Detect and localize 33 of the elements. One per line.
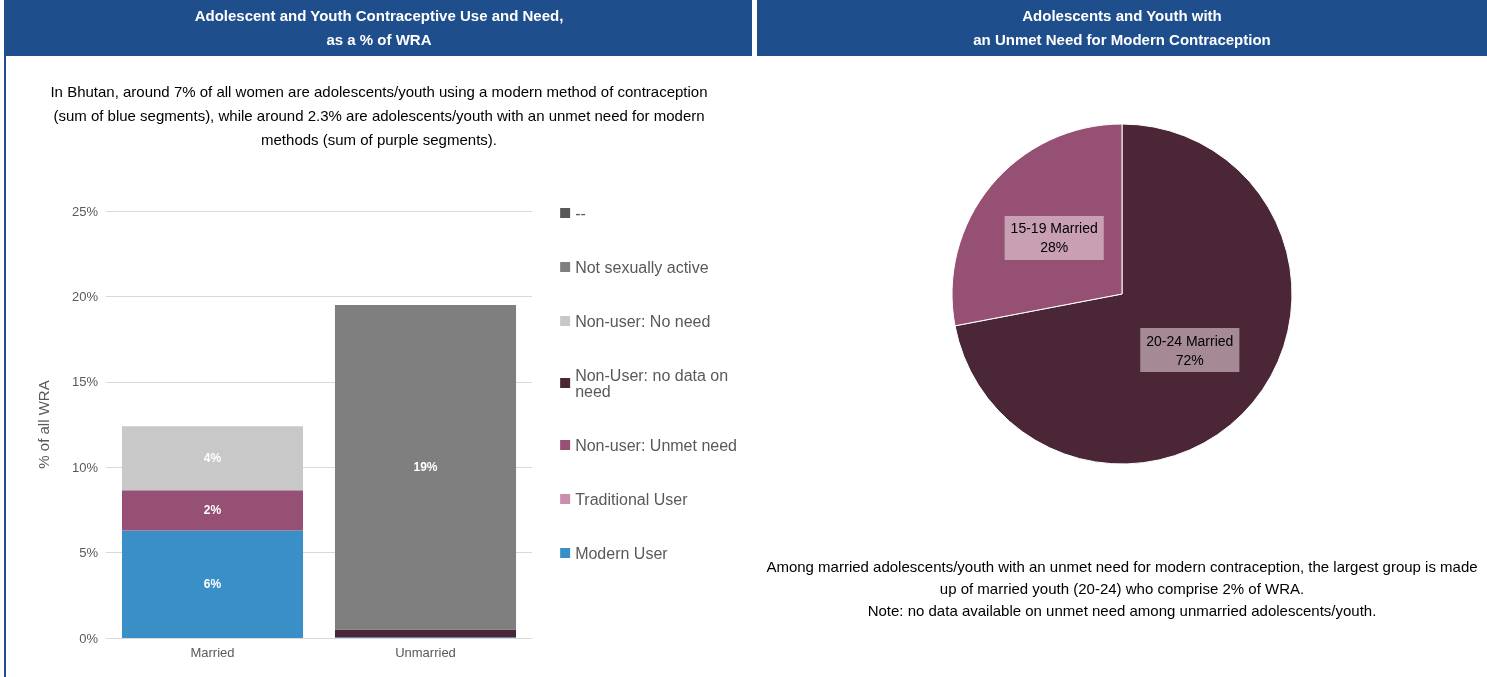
legend-label: Traditional User (575, 490, 689, 508)
legend-label: Modern User (575, 544, 669, 562)
y-tick-label: 20% (71, 288, 99, 304)
data-label: 28% (1040, 239, 1069, 256)
legend-label: Non-user: No need (575, 312, 711, 330)
chart-title: Adolescent and Youth Contraceptive Use and Need, as a % of WRA (6, 0, 752, 56)
y-tick-label: 5% (79, 545, 99, 561)
data-label: 19% (413, 460, 438, 475)
bar (121, 530, 304, 638)
y-tick-label: 0% (79, 630, 99, 646)
legend-label: -- (575, 204, 586, 222)
text: Note: no data available on unmet need among unmarried adolescents/youth. (866, 601, 1378, 621)
legend-label: Non-user: Unmet need (575, 436, 737, 454)
legend-label: Non-User: no data on need (575, 366, 729, 400)
data-label: 72% (1175, 351, 1204, 368)
x-tick-label: Married (190, 645, 235, 660)
x-tick-label: Unmarried (395, 645, 456, 660)
text: Among married adolescents/youth with an unmet need for modern contraception, the largest group is made up of married youth (20-24) who comprise 2% of WRA. (765, 557, 1479, 599)
bar (121, 426, 304, 491)
slice-label: 20-24 Married (1146, 332, 1234, 349)
y-tick-label: 10% (71, 459, 99, 475)
y-tick-label: 25% (71, 203, 99, 219)
data-label: 6% (203, 577, 222, 592)
data-label: 2% (203, 503, 222, 518)
y-tick-label: 15% (71, 374, 99, 390)
bar (334, 304, 517, 630)
y-axis-title: % of all WRA (35, 380, 52, 469)
bar (121, 490, 304, 531)
bar (334, 629, 517, 638)
chart-subtitle: In Bhutan, around 7% of all women are adolescents/youth using a modern method of contraception (sum of blue segments), while around 2.3% are adolescents/youth with an unmet need for modern methods (sum of purple segments). (49, 82, 709, 150)
slice-label: 15-19 Married (1010, 220, 1098, 237)
legend-label: Not sexually active (575, 258, 709, 276)
chart-title: Adolescents and Youth with an Unmet Need for Modern Contraception (757, 0, 1487, 56)
